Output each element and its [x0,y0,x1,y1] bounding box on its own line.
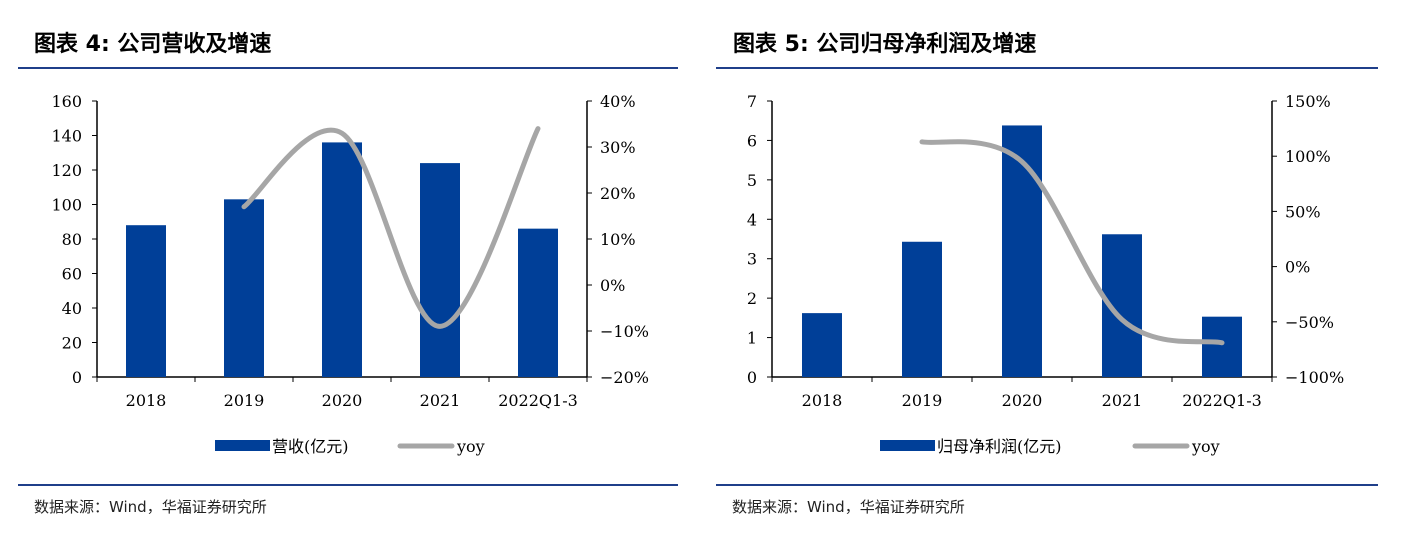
x-tick-label: 2021 [1102,391,1143,410]
x-tick-label: 2021 [420,391,461,410]
yoy-line [241,126,541,329]
x-tick-label: 2020 [1002,391,1043,410]
left-tick-label: 1 [747,329,757,348]
right-tick-label: 50% [1285,202,1321,221]
right-tick-label: −100% [1285,368,1344,387]
bar [126,225,166,377]
left-tick-label: 60 [62,265,82,284]
x-tick-label: 2018 [802,391,843,410]
left-tick-label: 2 [747,289,757,308]
left-tick-label: 100 [51,196,82,215]
left-tick-label: 140 [51,127,82,146]
x-tick-label: 2019 [224,391,265,410]
left-tick-label: 0 [747,368,757,387]
x-tick-label: 2020 [322,391,363,410]
chart-1-source: 数据来源：Wind，华福证券研究所 [34,498,267,516]
x-tick-label: 2022Q1-3 [498,391,578,410]
right-tick-label: 40% [600,92,636,111]
right-tick-label: −50% [1285,313,1334,332]
x-tick-label: 2018 [126,391,167,410]
legend-bar-label: 营收(亿元) [272,437,349,456]
chart-1-title: 图表 4: 公司营收及增速 [34,32,272,57]
yoy-line [919,139,1225,346]
left-tick-label: 6 [747,131,757,150]
legend-line-label: yoy [456,437,485,456]
bar [1002,125,1042,378]
left-tick-label: 5 [747,171,757,190]
legend-bar-swatch [215,440,270,451]
chart-2-source: 数据来源：Wind，华福证券研究所 [732,498,965,516]
bar [802,313,842,377]
left-tick-label: 7 [747,92,757,111]
title-rule-2 [716,67,1378,69]
left-tick-label: 160 [51,92,82,111]
legend-line-label: yoy [1191,437,1220,456]
bar [1202,316,1242,377]
bar [224,199,264,377]
right-tick-label: −10% [600,322,649,341]
bar [518,228,558,377]
left-tick-label: 0 [72,368,82,387]
right-tick-label: −20% [600,368,649,387]
title-rule-1 [18,67,678,69]
bar [322,142,362,377]
legend-bar-label: 归母净利润(亿元) [937,437,1062,456]
bar [420,163,460,377]
left-tick-label: 120 [51,161,82,180]
right-tick-label: 100% [1285,147,1331,166]
right-tick-label: 30% [600,138,636,157]
right-tick-label: 20% [600,184,636,203]
left-tick-label: 40 [62,299,82,318]
legend-bar-swatch [880,440,935,451]
bar [902,241,942,377]
source-rule-2 [716,484,1378,486]
x-tick-label: 2019 [902,391,943,410]
right-tick-label: 0% [600,276,625,295]
right-tick-label: 150% [1285,92,1331,111]
x-tick-label: 2022Q1-3 [1182,391,1262,410]
right-tick-label: 0% [1285,258,1310,277]
source-rule-1 [18,484,678,486]
chart-2-title: 图表 5: 公司归母净利润及增速 [733,32,1037,57]
left-tick-label: 3 [747,250,757,269]
right-tick-label: 10% [600,230,636,249]
left-tick-label: 4 [747,210,757,229]
left-tick-label: 80 [62,230,82,249]
left-tick-label: 20 [62,334,82,353]
